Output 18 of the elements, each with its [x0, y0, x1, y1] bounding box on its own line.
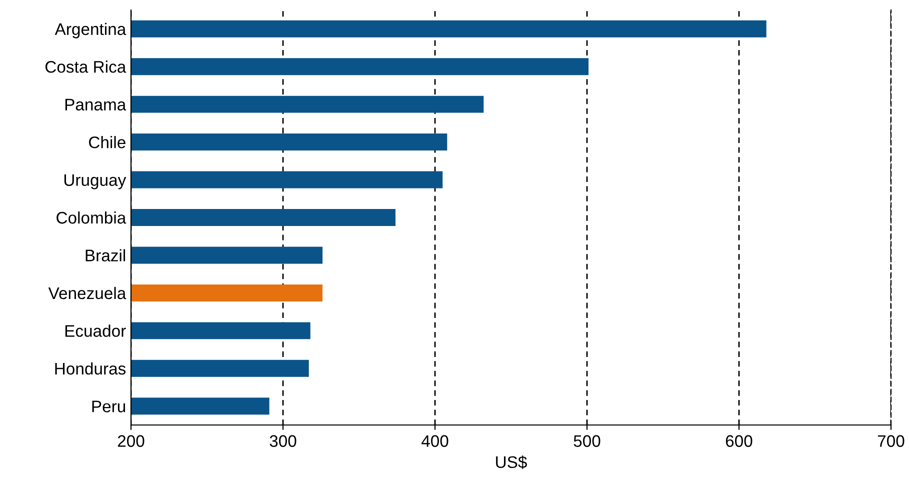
- y-tick-label: Chile: [89, 136, 126, 148]
- x-axis-title: US$: [496, 456, 527, 470]
- y-tick-label: Ecuador: [65, 324, 126, 337]
- x-tick-label: 600: [726, 435, 752, 447]
- y-tick-label: Venezuela: [48, 286, 126, 300]
- x-tick-label: 500: [574, 435, 600, 447]
- x-tick-label: 300: [270, 435, 296, 447]
- y-tick-label: Panama: [65, 98, 126, 111]
- y-tick-label: Colombia: [56, 211, 126, 224]
- y-tick-label: Honduras: [55, 362, 126, 375]
- y-tick-label: Peru: [92, 400, 126, 412]
- y-tick-label: Uruguay: [64, 174, 126, 190]
- x-tick-label: 200: [118, 435, 144, 447]
- y-tick-label: Brazil: [86, 249, 126, 262]
- y-tick-label: Argentina: [54, 22, 126, 38]
- x-tick-label: 400: [421, 435, 448, 447]
- x-tick-label: 700: [878, 435, 904, 447]
- y-tick-label: Costa Rica: [45, 60, 126, 73]
